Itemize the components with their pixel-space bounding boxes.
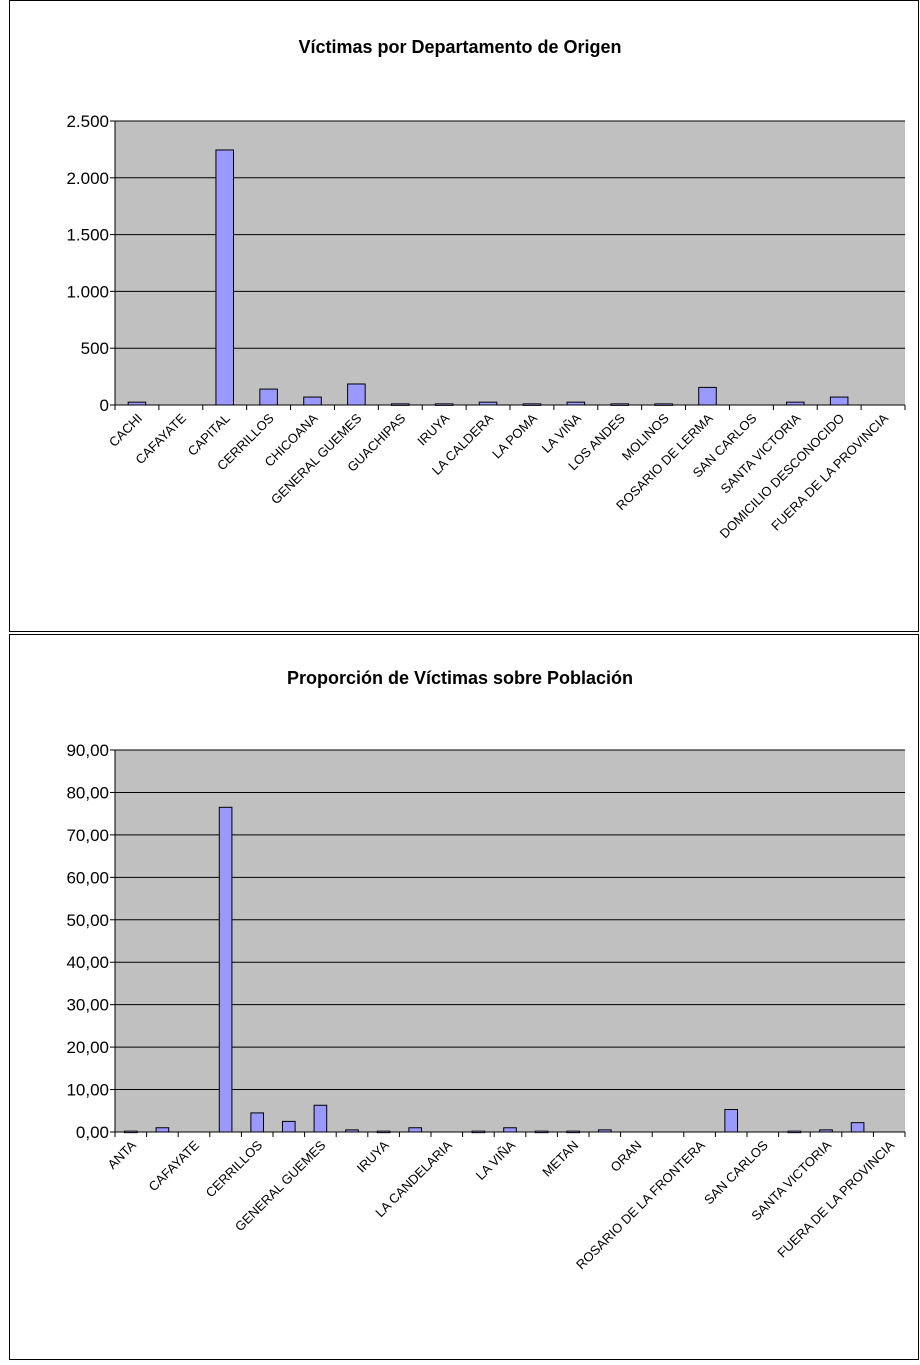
plot-area — [115, 750, 905, 1132]
plot-area — [115, 121, 905, 405]
bar — [566, 401, 586, 406]
bar — [610, 403, 630, 406]
bar — [786, 401, 805, 406]
bar — [313, 1104, 328, 1133]
bar — [698, 386, 717, 406]
y-tick-label: 0,00 — [76, 1123, 109, 1142]
bar — [434, 403, 454, 406]
bar — [829, 396, 849, 406]
bar — [597, 1129, 612, 1133]
y-tick-label: 2.000 — [66, 169, 109, 188]
bar — [123, 1130, 138, 1134]
bar — [503, 1127, 517, 1133]
y-tick-label: 10,00 — [66, 1081, 109, 1100]
bar — [155, 1127, 170, 1133]
bar — [303, 396, 322, 406]
bar — [281, 1120, 296, 1133]
bar — [391, 403, 410, 406]
bar — [724, 1109, 739, 1133]
bar — [478, 401, 498, 406]
bar — [347, 383, 366, 406]
bar — [376, 1130, 391, 1134]
y-tick-label: 70,00 — [66, 826, 109, 845]
bar — [471, 1130, 486, 1134]
y-tick-label: 60,00 — [66, 868, 109, 887]
bar — [215, 149, 234, 406]
y-tick-label: 20,00 — [66, 1038, 109, 1057]
bar — [408, 1127, 423, 1133]
bar — [787, 1130, 802, 1134]
y-tick-label: 1.000 — [66, 282, 109, 301]
bar — [819, 1129, 833, 1133]
y-tick-label: 1.500 — [66, 226, 109, 245]
y-tick-label: 50,00 — [66, 911, 109, 930]
bar — [345, 1129, 359, 1133]
chart-title: Víctimas por Departamento de Origen — [298, 37, 621, 57]
y-tick-label: 0 — [100, 396, 109, 415]
bar — [259, 388, 278, 406]
bar — [566, 1130, 581, 1134]
bar — [218, 806, 233, 1133]
y-tick-label: 500 — [81, 339, 109, 358]
bar — [534, 1130, 549, 1134]
bar — [250, 1112, 265, 1133]
y-tick-label: 90,00 — [66, 741, 109, 760]
y-tick-label: 40,00 — [66, 953, 109, 972]
bar — [850, 1122, 865, 1133]
bar — [522, 403, 542, 406]
y-tick-label: 30,00 — [66, 996, 109, 1015]
y-tick-label: 2.500 — [66, 112, 109, 131]
bar — [654, 403, 673, 406]
bar — [127, 401, 147, 406]
chart-title: Proporción de Víctimas sobre Población — [287, 668, 633, 688]
y-tick-label: 80,00 — [66, 783, 109, 802]
